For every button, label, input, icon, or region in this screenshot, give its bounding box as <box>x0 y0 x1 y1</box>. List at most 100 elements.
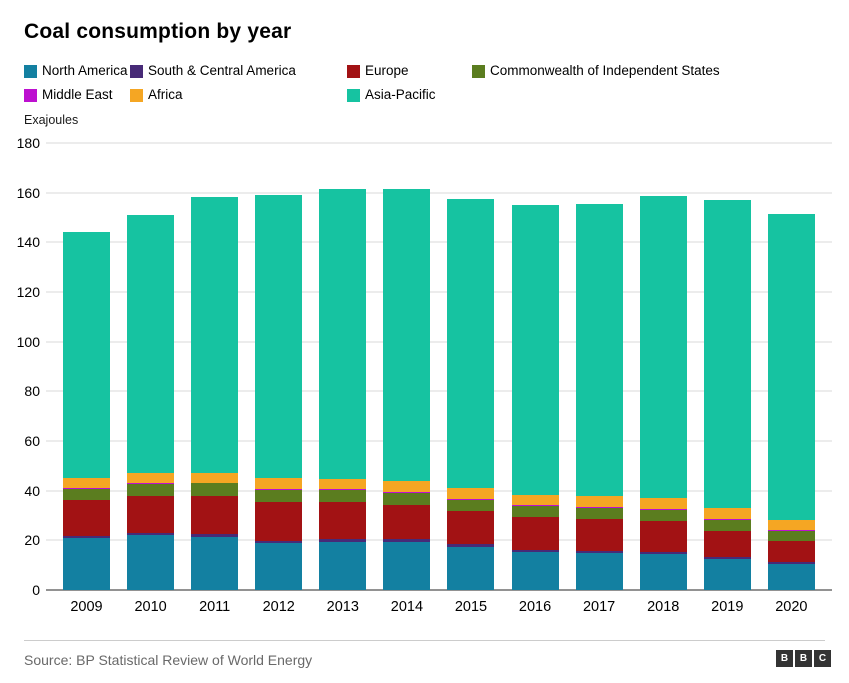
legend-item-middle-east: Middle East <box>24 88 130 102</box>
legend-label: South & Central America <box>148 63 296 78</box>
legend-item-africa: Africa <box>130 88 347 102</box>
bar-2018 <box>639 143 687 590</box>
footer-divider <box>24 640 825 641</box>
legend-swatch-south-central-america <box>130 64 143 78</box>
bar-segment-2018-middle-east <box>639 508 687 510</box>
legend-label: North America <box>42 63 128 78</box>
bar-2017 <box>575 143 623 590</box>
bar-segment-2013-europe <box>319 502 367 540</box>
source-text: Source: BP Statistical Review of World E… <box>24 652 313 668</box>
bar-segment-2011-commonwealth-of-independent-states <box>191 483 239 496</box>
bar-segment-2017-commonwealth-of-independent-states <box>575 507 623 519</box>
gridline-20 <box>46 539 832 541</box>
bar-segment-2019-middle-east <box>703 518 751 520</box>
bar-segment-2016-commonwealth-of-independent-states <box>511 506 559 518</box>
bar-segment-2012-commonwealth-of-independent-states <box>255 489 303 503</box>
bar-segment-2012-north-america <box>255 542 303 590</box>
bar-segment-2015-africa <box>447 488 495 499</box>
x-tick-label-2016: 2016 <box>518 599 552 615</box>
bar-segment-2015-middle-east <box>447 498 495 500</box>
bar-segment-2013-asia-pacific <box>319 189 367 479</box>
x-tick-label-2015: 2015 <box>454 599 488 615</box>
chart-title: Coal consumption by year <box>24 20 292 43</box>
bar-segment-2014-commonwealth-of-independent-states <box>383 492 431 505</box>
y-axis-unit-label: Exajoules <box>24 113 79 127</box>
bar-2014 <box>383 143 431 590</box>
bar-segment-2013-middle-east <box>319 489 367 491</box>
legend-label: Commonwealth of Independent States <box>490 63 720 78</box>
legend-item-south-central-america: South & Central America <box>130 64 347 78</box>
bar-2010 <box>127 143 175 590</box>
bar-segment-2009-commonwealth-of-independent-states <box>63 488 110 500</box>
x-tick-label-2018: 2018 <box>647 599 680 615</box>
bar-segment-2018-africa <box>639 497 687 509</box>
bar-segment-2011-europe <box>191 495 239 535</box>
bar-2011 <box>191 143 239 590</box>
bar-segment-2010-commonwealth-of-independent-states <box>127 484 175 496</box>
bar-segment-2018-europe <box>639 520 687 553</box>
bar-segment-2011-north-america <box>191 536 239 590</box>
bar-segment-2018-north-america <box>639 554 687 590</box>
bar-segment-2019-asia-pacific <box>703 200 751 509</box>
bar-segment-2011-africa <box>191 472 239 483</box>
bar-segment-2010-middle-east <box>127 483 175 485</box>
y-tick-label-20: 20 <box>24 532 40 549</box>
bar-segment-2012-middle-east <box>255 488 303 490</box>
bar-segment-2016-middle-east <box>511 505 559 507</box>
bar-segment-2010-north-america <box>127 535 175 590</box>
legend-item-north-america: North America <box>24 64 130 78</box>
gridline-60 <box>46 440 832 442</box>
bar-2015 <box>447 143 495 590</box>
legend-label: Europe <box>365 63 409 78</box>
gridline-140 <box>46 241 832 243</box>
bar-2020 <box>767 143 815 590</box>
bar-2009 <box>63 143 110 590</box>
bar-segment-2016-north-america <box>511 551 559 590</box>
gridline-40 <box>46 490 832 492</box>
bar-segment-2017-europe <box>575 518 623 551</box>
bar-segment-2014-middle-east <box>383 491 431 493</box>
bar-segment-2015-europe <box>447 510 495 545</box>
plot-area <box>46 142 832 591</box>
legend-swatch-asia-pacific <box>347 88 360 102</box>
bar-segment-2016-south-central-america <box>511 549 559 552</box>
bar-segment-2009-south-central-america <box>63 535 110 538</box>
y-tick-label-60: 60 <box>24 433 40 450</box>
bar-segment-2019-south-central-america <box>703 556 751 559</box>
y-tick-label-160: 160 <box>16 184 40 201</box>
bar-2013 <box>319 143 367 590</box>
legend-swatch-middle-east <box>24 88 37 102</box>
bar-segment-2020-asia-pacific <box>767 214 815 520</box>
bar-segment-2020-africa <box>767 519 815 530</box>
bbc-logo-block: B <box>776 650 793 667</box>
bar-segment-2012-asia-pacific <box>255 195 303 479</box>
y-tick-label-100: 100 <box>16 333 40 350</box>
bar-segment-2019-africa <box>703 508 751 519</box>
bar-segment-2009-europe <box>63 499 110 536</box>
bars-container <box>46 143 832 590</box>
bar-segment-2009-middle-east <box>63 487 110 489</box>
bar-2016 <box>511 143 559 590</box>
x-tick-label-2014: 2014 <box>390 599 424 615</box>
bar-segment-2014-north-america <box>383 541 431 590</box>
legend-swatch-europe <box>347 64 360 78</box>
bar-segment-2014-south-central-america <box>383 539 431 542</box>
gridline-100 <box>46 341 832 343</box>
bar-segment-2020-south-central-america <box>767 562 815 564</box>
y-tick-label-120: 120 <box>16 284 40 301</box>
x-axis: 2009 2010 2011 2012 2013 2014 2015 2016 2017 2018… <box>46 599 832 615</box>
bar-segment-2014-europe <box>383 504 431 540</box>
legend-item-commonwealth-of-independent-states: Commonwealth of Independent States <box>472 64 841 78</box>
bar-segment-2019-north-america <box>703 558 751 590</box>
bar-segment-2015-commonwealth-of-independent-states <box>447 499 495 511</box>
bbc-logo-block: C <box>814 650 831 667</box>
x-tick-label-2017: 2017 <box>582 599 616 615</box>
bar-segment-2009-africa <box>63 477 110 488</box>
bar-segment-2009-asia-pacific <box>63 231 110 478</box>
x-tick-label-2009: 2009 <box>70 599 103 615</box>
legend-item-europe: Europe <box>347 64 472 78</box>
bar-segment-2018-asia-pacific <box>639 196 687 498</box>
bar-segment-2017-africa <box>575 495 623 507</box>
bar-segment-2018-commonwealth-of-independent-states <box>639 509 687 521</box>
